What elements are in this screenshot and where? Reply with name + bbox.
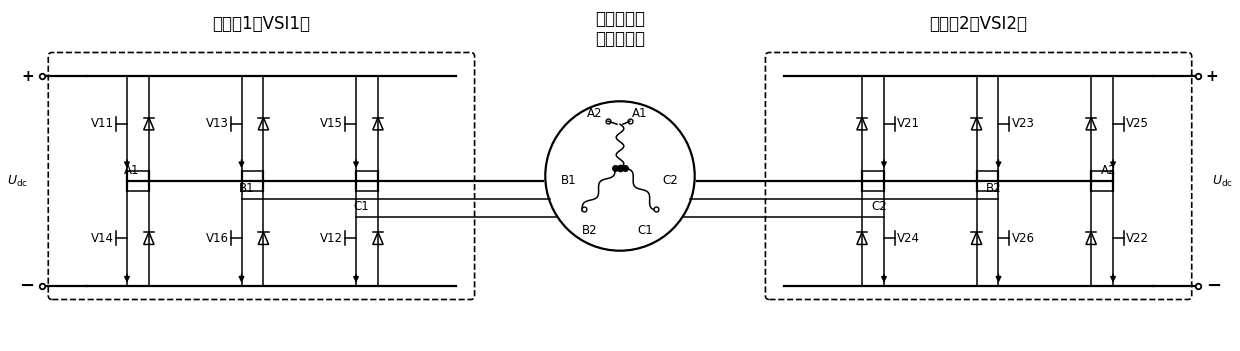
Text: +: + xyxy=(1205,69,1219,84)
Text: V25: V25 xyxy=(1126,117,1149,130)
Text: 逆变器1（VSI1）: 逆变器1（VSI1） xyxy=(212,15,310,33)
Text: A1: A1 xyxy=(124,164,139,177)
Text: A2: A2 xyxy=(1101,164,1116,177)
Polygon shape xyxy=(373,118,383,130)
Polygon shape xyxy=(971,232,982,244)
Text: B2: B2 xyxy=(986,182,1002,195)
Polygon shape xyxy=(857,232,867,244)
Polygon shape xyxy=(857,118,867,130)
Text: +: + xyxy=(21,69,35,84)
Text: A1: A1 xyxy=(632,107,647,120)
Text: V21: V21 xyxy=(897,117,920,130)
Text: 双余度永磁: 双余度永磁 xyxy=(595,9,645,28)
Text: V13: V13 xyxy=(206,117,228,130)
Polygon shape xyxy=(1086,232,1096,244)
Text: 同步电动机: 同步电动机 xyxy=(595,29,645,47)
Text: $U_{\rm dc}$: $U_{\rm dc}$ xyxy=(7,173,27,188)
Text: V16: V16 xyxy=(206,232,228,245)
Text: −: − xyxy=(19,277,35,294)
Text: C2: C2 xyxy=(662,174,678,187)
Polygon shape xyxy=(373,232,383,244)
Text: A2: A2 xyxy=(588,107,603,120)
Text: V26: V26 xyxy=(1012,232,1034,245)
Polygon shape xyxy=(144,118,154,130)
Polygon shape xyxy=(144,232,154,244)
Text: $U_{\rm dc}$: $U_{\rm dc}$ xyxy=(1213,173,1233,188)
Text: −: − xyxy=(1205,277,1221,294)
Text: C2: C2 xyxy=(872,200,887,213)
Polygon shape xyxy=(971,118,982,130)
Text: V14: V14 xyxy=(91,232,114,245)
Polygon shape xyxy=(258,118,269,130)
Text: B1: B1 xyxy=(238,182,254,195)
Text: V11: V11 xyxy=(91,117,114,130)
Text: B2: B2 xyxy=(583,224,598,237)
Text: V23: V23 xyxy=(1012,117,1034,130)
Text: B1: B1 xyxy=(560,174,577,187)
Polygon shape xyxy=(258,232,269,244)
Text: 逆变器2（VSI2）: 逆变器2（VSI2） xyxy=(930,15,1028,33)
Text: C1: C1 xyxy=(353,200,368,213)
Polygon shape xyxy=(1086,118,1096,130)
Text: V15: V15 xyxy=(320,117,343,130)
Circle shape xyxy=(546,101,694,251)
Text: V24: V24 xyxy=(897,232,920,245)
Text: V22: V22 xyxy=(1126,232,1149,245)
Text: V12: V12 xyxy=(320,232,343,245)
Text: C1: C1 xyxy=(637,224,652,237)
